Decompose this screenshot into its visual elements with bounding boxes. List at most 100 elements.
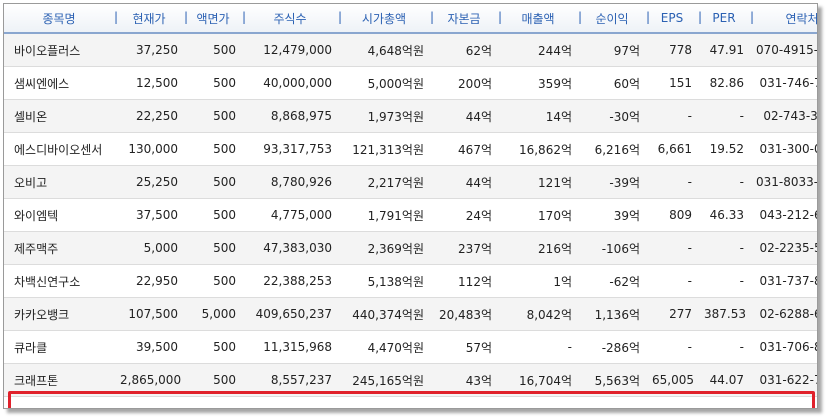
cell-capital: 62억 — [430, 33, 498, 67]
cell-par-value: 500 — [184, 231, 242, 265]
table-body: 바이오플러스 37,250 500 12,479,000 4,648억원 62억 244억 9… — [4, 33, 817, 397]
cell-shares: 93,317,753 — [242, 132, 338, 166]
cell-price: 22,250 — [114, 99, 184, 133]
cell-contact: 02-2235-5559 — [750, 231, 817, 265]
table-row[interactable]: 제주맥주 5,000 500 47,383,030 2,369억원 237억 216억 -10… — [4, 231, 817, 265]
cell-name[interactable]: 셀비온 — [4, 99, 114, 133]
table-row[interactable]: 카카오뱅크 107,500 5,000 409,650,237 440,374억원 20,… — [4, 297, 817, 331]
cell-shares: 12,479,000 — [242, 33, 338, 67]
header-name[interactable]: 종목명 — [4, 4, 114, 34]
cell-market-cap: 245,165억원 — [338, 363, 430, 397]
table-row[interactable]: 에스디바이오센서 130,000 500 93,317,753 121,313억원 467… — [4, 132, 817, 166]
cell-revenue: 244억 — [498, 33, 578, 67]
table-row[interactable]: 셀비온 22,250 500 8,868,975 1,973억원 44억 14억 -30억 - -… — [4, 99, 817, 133]
header-price[interactable]: | 현재가 — [114, 4, 184, 34]
table-row[interactable]: 차백신연구소 22,950 500 22,388,253 5,138억원 112억 1억 -6… — [4, 264, 817, 298]
cell-eps: 6,661 — [646, 132, 698, 166]
cell-name[interactable]: 와이엠텍 — [4, 198, 114, 232]
cell-net-income: 60억 — [578, 66, 646, 100]
cell-capital: 43억 — [430, 363, 498, 397]
cell-name[interactable]: 카카오뱅크 — [4, 297, 114, 331]
cell-par-value: 500 — [184, 165, 242, 199]
cell-net-income: -106억 — [578, 231, 646, 265]
cell-capital: 237억 — [430, 231, 498, 265]
cell-name[interactable]: 차백신연구소 — [4, 264, 114, 298]
cell-name[interactable]: 크래프톤 — [4, 363, 114, 397]
cell-eps: 809 — [646, 198, 698, 232]
header-capital[interactable]: | 자본금 — [430, 4, 498, 34]
cell-market-cap: 5,138억원 — [338, 264, 430, 298]
cell-name[interactable]: 제주맥주 — [4, 231, 114, 265]
cell-eps: - — [646, 330, 698, 364]
cell-revenue: 16,862억 — [498, 132, 578, 166]
cell-name[interactable]: 바이오플러스 — [4, 33, 114, 67]
cell-par-value: 5,000 — [184, 297, 242, 331]
cell-net-income: 5,563억 — [578, 363, 646, 397]
cell-shares: 22,388,253 — [242, 264, 338, 298]
stock-table: 종목명 | 현재가 | 액면가 | 주식수 | 시가총액 | 자본금 | 매출액 | 순이익 … — [4, 4, 817, 397]
cell-revenue: 16,704억 — [498, 363, 578, 397]
cell-market-cap: 2,217억원 — [338, 165, 430, 199]
cell-price: 12,500 — [114, 66, 184, 100]
cell-capital: 20,483억 — [430, 297, 498, 331]
cell-name[interactable]: 에스디바이오센서 — [4, 132, 114, 166]
cell-capital: 57억 — [430, 330, 498, 364]
cell-eps: - — [646, 165, 698, 199]
cell-price: 39,500 — [114, 330, 184, 364]
header-row: 종목명 | 현재가 | 액면가 | 주식수 | 시가총액 | 자본금 | 매출액 | 순이익 … — [4, 4, 817, 34]
cell-shares: 8,868,975 — [242, 99, 338, 133]
header-revenue[interactable]: | 매출액 — [498, 4, 578, 34]
cell-market-cap: 2,369억원 — [338, 231, 430, 265]
table-row[interactable]: 크래프톤 2,865,000 500 8,557,237 245,165억원 43억 16,… — [4, 363, 817, 397]
cell-shares: 409,650,237 — [242, 297, 338, 331]
cell-capital: 112억 — [430, 264, 498, 298]
cell-price: 2,865,000 — [114, 363, 184, 397]
cell-capital: 467억 — [430, 132, 498, 166]
header-par-value[interactable]: | 액면가 — [184, 4, 242, 34]
table-row[interactable]: 오비고 25,250 500 8,780,926 2,217억원 44억 121억 -39억 -… — [4, 165, 817, 199]
cell-net-income: -62억 — [578, 264, 646, 298]
cell-par-value: 500 — [184, 264, 242, 298]
cell-revenue: 1억 — [498, 264, 578, 298]
table-row[interactable]: 바이오플러스 37,250 500 12,479,000 4,648억원 62억 244억 9… — [4, 33, 817, 67]
header-per[interactable]: | PER — [698, 4, 750, 34]
cell-name[interactable]: 오비고 — [4, 165, 114, 199]
cell-market-cap: 4,648억원 — [338, 33, 430, 67]
table-row[interactable]: 샘씨엔에스 12,500 500 40,000,000 5,000억원 200억 359억 6… — [4, 66, 817, 100]
cell-per: - — [698, 231, 750, 265]
cell-revenue: 170억 — [498, 198, 578, 232]
cell-par-value: 500 — [184, 363, 242, 397]
cell-price: 107,500 — [114, 297, 184, 331]
cell-eps: 65,005 — [646, 363, 698, 397]
cell-par-value: 500 — [184, 132, 242, 166]
table-row[interactable]: 와이엠텍 37,500 500 4,775,000 1,791억원 24억 170억 39억 8… — [4, 198, 817, 232]
cell-market-cap: 5,000억원 — [338, 66, 430, 100]
header-shares[interactable]: | 주식수 — [242, 4, 338, 34]
table-row[interactable]: 큐라클 39,500 500 11,315,968 4,470억원 57억 - -286억 - -… — [4, 330, 817, 364]
cell-shares: 4,775,000 — [242, 198, 338, 232]
cell-shares: 8,557,237 — [242, 363, 338, 397]
cell-eps: 151 — [646, 66, 698, 100]
cell-contact: 031-300-0460 — [750, 132, 817, 166]
cell-price: 37,250 — [114, 33, 184, 67]
cell-contact: 02-6288-6112 — [750, 297, 817, 331]
cell-net-income: 39억 — [578, 198, 646, 232]
header-market-cap[interactable]: | 시가총액 — [338, 4, 430, 34]
header-eps[interactable]: | EPS — [646, 4, 698, 34]
cell-market-cap: 1,791억원 — [338, 198, 430, 232]
cell-net-income: -30억 — [578, 99, 646, 133]
cell-contact: 070-4915-2294 — [750, 33, 817, 67]
cell-price: 22,950 — [114, 264, 184, 298]
cell-shares: 47,383,030 — [242, 231, 338, 265]
cell-contact: 02-743-3311 — [750, 99, 817, 133]
cell-per: 19.52 — [698, 132, 750, 166]
header-contact[interactable]: | 연락처 — [750, 4, 817, 34]
cell-par-value: 500 — [184, 198, 242, 232]
cell-name[interactable]: 샘씨엔에스 — [4, 66, 114, 100]
cell-par-value: 500 — [184, 330, 242, 364]
cell-name[interactable]: 큐라클 — [4, 330, 114, 364]
cell-per: 387.53 — [698, 297, 750, 331]
cell-revenue: 121억 — [498, 165, 578, 199]
cell-per: 47.91 — [698, 33, 750, 67]
header-net-income[interactable]: | 순이익 — [578, 4, 646, 34]
